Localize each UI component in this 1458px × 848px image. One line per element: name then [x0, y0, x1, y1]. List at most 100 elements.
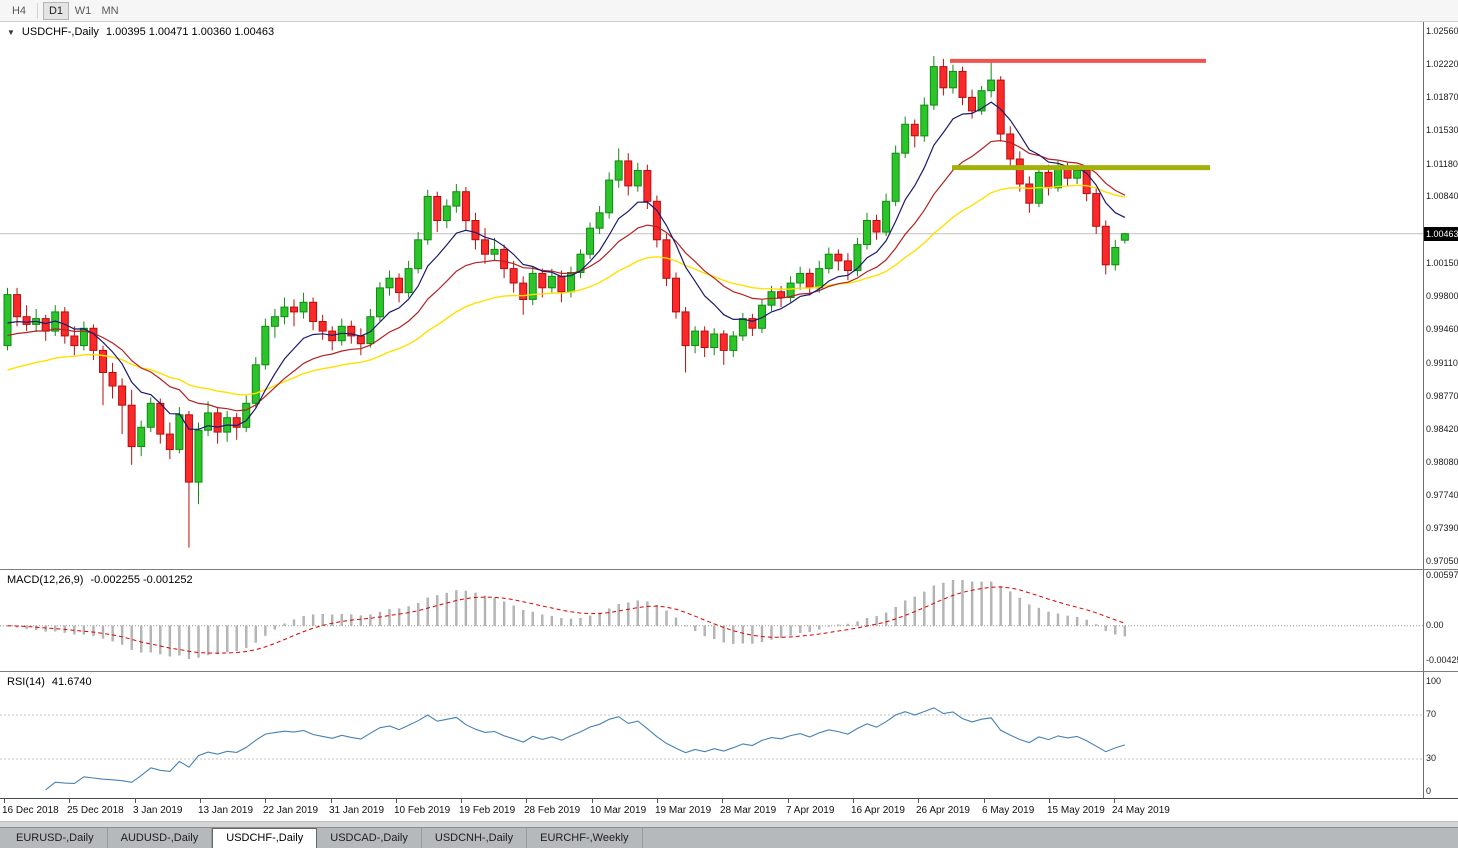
main-chart-pane: ▼ USDCHF-,Daily 1.00395 1.00471 1.00360 …	[0, 22, 1458, 570]
macd-histogram-bar	[961, 580, 964, 626]
macd-histogram-bar	[302, 615, 305, 626]
candle-body	[461, 191, 470, 222]
candle-body	[519, 282, 528, 301]
macd-histogram-bar	[837, 624, 840, 626]
macd-axis-label: 0.00	[1426, 620, 1444, 630]
dropdown-triangle-icon[interactable]: ▼	[7, 28, 15, 37]
macd-histogram-bar	[140, 625, 143, 653]
candle-body	[366, 316, 375, 345]
macd-histogram-bar	[283, 623, 286, 626]
time-axis-label: 6 May 2019	[982, 805, 1035, 816]
horizontal-scrollbar[interactable]	[0, 821, 1458, 827]
macd-histogram-bar	[1037, 607, 1041, 626]
candle-body	[882, 200, 891, 233]
macd-histogram-bar	[684, 625, 687, 627]
macd-histogram-bar	[44, 625, 47, 632]
macd-histogram-bar	[579, 617, 582, 626]
tab-audusd-daily[interactable]: AUDUSD-,Daily	[108, 828, 213, 848]
candlestick-chart[interactable]	[0, 22, 1423, 570]
macd-histogram-bar	[846, 623, 850, 626]
candle-body	[843, 260, 852, 271]
macd-histogram-bar	[932, 585, 936, 626]
candle-body	[633, 170, 642, 187]
macd-histogram-bar	[321, 614, 324, 626]
candle-body	[748, 318, 757, 329]
candle-body	[891, 152, 900, 202]
candle-body	[509, 268, 518, 284]
macd-histogram-bar	[751, 625, 754, 644]
rsi-indicator-chart[interactable]	[0, 672, 1423, 799]
macd-axis-label: 0.00597	[1426, 570, 1458, 580]
timeframe-button-mn[interactable]: MN	[97, 2, 123, 20]
macd-histogram-bar	[445, 592, 448, 626]
macd-histogram-bar	[388, 609, 391, 626]
macd-values: -0.002255 -0.001252	[90, 574, 193, 586]
tab-eurchf-weekly[interactable]: EURCHF-,Weekly	[527, 828, 643, 848]
time-axis-label: 31 Jan 2019	[329, 805, 385, 816]
candle-body	[948, 70, 957, 89]
macd-histogram-bar	[1047, 611, 1050, 626]
macd-histogram-bar	[168, 625, 172, 657]
candle-body	[165, 433, 174, 451]
tab-usdcad-daily[interactable]: USDCAD-,Daily	[317, 828, 422, 848]
candle-body	[672, 277, 680, 313]
time-axis-label: 16 Apr 2019	[851, 805, 905, 816]
timeframe-button-d1[interactable]: D1	[43, 1, 69, 20]
current-price-box: 1.00463	[1424, 227, 1458, 241]
candle-body	[557, 275, 566, 293]
macd-histogram-bar	[550, 615, 554, 626]
macd-histogram-bar	[770, 625, 773, 640]
macd-histogram-bar	[789, 625, 792, 636]
macd-histogram-bar	[636, 600, 639, 626]
macd-histogram-bar	[378, 611, 382, 626]
macd-histogram-bar	[674, 617, 678, 626]
macd-histogram-bar	[875, 616, 878, 626]
macd-histogram-bar	[1123, 625, 1127, 637]
tab-usdchf-daily[interactable]: USDCHF-,Daily	[212, 828, 318, 848]
candle-body	[700, 330, 709, 349]
candle-body	[22, 316, 31, 325]
time-axis-label: 26 Apr 2019	[916, 805, 970, 816]
rsi-line	[45, 707, 1126, 791]
tab-eurusd-daily[interactable]: EURUSD-,Daily	[3, 828, 108, 848]
candle-body	[471, 220, 480, 241]
macd-histogram-bar	[111, 625, 114, 642]
candle-body	[777, 291, 786, 299]
macd-histogram-bar	[178, 625, 181, 656]
candle-body	[1054, 167, 1062, 189]
macd-histogram-bar	[502, 601, 506, 626]
macd-histogram-bar	[216, 625, 219, 655]
macd-histogram-bar	[923, 591, 926, 626]
macd-histogram-bar	[856, 621, 859, 626]
macd-signal-line	[7, 586, 1126, 654]
macd-histogram-bar	[264, 625, 267, 636]
macd-histogram-bar	[1095, 624, 1098, 626]
time-axis-label: 28 Feb 2019	[524, 805, 581, 816]
rsi-header: RSI(14) 41.6740	[7, 676, 92, 688]
macd-histogram-bar	[531, 611, 534, 626]
macd-histogram-bar	[942, 582, 945, 626]
timeframe-button-w1[interactable]: W1	[70, 2, 96, 20]
chart-header: ▼ USDCHF-,Daily 1.00395 1.00471 1.00360 …	[7, 26, 274, 38]
macd-histogram-bar	[359, 615, 363, 626]
time-axis-tick	[984, 799, 985, 803]
macd-histogram-bar	[560, 618, 563, 626]
price-axis-label: 1.02560	[1426, 26, 1458, 36]
time-axis-tick	[200, 799, 201, 803]
macd-histogram-bar	[1056, 613, 1060, 626]
candle-body	[137, 426, 146, 447]
candle-body	[318, 321, 327, 332]
candle-body	[213, 412, 222, 433]
candle-body	[691, 330, 700, 347]
timeframe-button-h4[interactable]: H4	[6, 2, 32, 20]
candle-body	[70, 335, 79, 347]
tab-usdcnh-daily[interactable]: USDCNH-,Daily	[422, 828, 528, 848]
rsi-label: RSI(14)	[7, 676, 45, 688]
macd-indicator-chart[interactable]	[0, 570, 1423, 672]
candle-body	[385, 277, 394, 289]
time-axis-label: 28 Mar 2019	[720, 805, 777, 816]
candle-body	[184, 414, 193, 483]
candle-body	[1025, 183, 1034, 204]
macd-histogram-bar	[598, 612, 601, 626]
